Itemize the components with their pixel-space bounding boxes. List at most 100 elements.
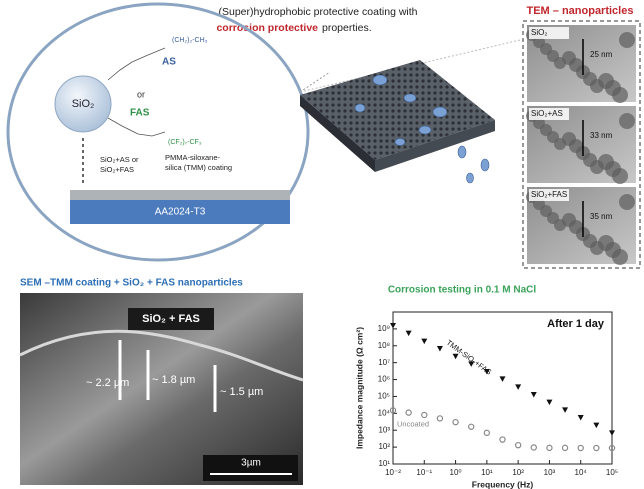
marker: [593, 422, 600, 429]
tem-label: SiO₂+FAS: [531, 190, 567, 199]
marker: [514, 441, 522, 449]
scale-label: 3µm: [241, 458, 261, 469]
x-tick-label: 10⁰: [450, 468, 462, 477]
x-tick-label: 10¹: [481, 468, 493, 477]
as-label: AS: [162, 57, 176, 68]
plate-side: [300, 95, 375, 172]
marker: [452, 353, 459, 360]
tem-size: 25 nm: [590, 50, 613, 59]
marker: [436, 415, 444, 422]
tem-label: SiO₂+AS: [531, 109, 563, 118]
marker: [421, 411, 428, 419]
tem-particle: [590, 160, 604, 174]
x-tick-label: 10⁴: [575, 468, 588, 477]
marker: [421, 338, 428, 345]
tem-label-bg: [529, 27, 569, 39]
x-tick-label: 10³: [544, 468, 556, 477]
tem-size: 33 nm: [590, 131, 613, 140]
mix-label: SiO₂+FAS: [100, 165, 134, 174]
marker: [546, 444, 553, 452]
particle-label: SiO₂: [72, 98, 95, 110]
or-label: or: [137, 89, 145, 99]
x-tick-label: 10⁵: [606, 468, 618, 477]
coat-label: PMMA-siloxane-: [165, 153, 221, 162]
marker: [608, 444, 616, 452]
fas-label: FAS: [130, 108, 150, 119]
tem-particle: [619, 32, 635, 48]
series-label: Uncoated: [397, 420, 429, 429]
tem-particle: [554, 138, 566, 150]
y-tick-label: 10⁷: [378, 358, 390, 367]
marker: [436, 345, 443, 352]
marker: [546, 399, 553, 406]
tem-particle: [554, 219, 566, 231]
marker: [593, 444, 600, 452]
tem-particle: [590, 79, 604, 93]
marker: [562, 407, 569, 413]
tem-particle: [612, 249, 628, 265]
tem-size: 35 nm: [590, 212, 613, 221]
marker: [561, 444, 569, 452]
y-tick-label: 10¹: [378, 459, 390, 468]
marker: [405, 409, 412, 416]
coat-label: silica (TMM) coating: [165, 163, 232, 172]
plot-frame: [392, 311, 613, 465]
tem-label: SiO₂: [531, 28, 547, 37]
header-highlight: corrosion protective: [216, 22, 318, 34]
thickness-label: ~ 1.8 µm: [152, 374, 195, 386]
frame-ellipse: [6, 2, 310, 262]
mix-label: SiO₂+AS or: [100, 155, 139, 164]
y-tick-label: 10⁵: [378, 392, 390, 401]
fas-chain: (CF₂)₇-CF₃: [168, 139, 202, 146]
sem-edge: [19, 329, 304, 382]
particle: [54, 75, 112, 133]
coating-layer: [70, 190, 290, 200]
scale-bg: [203, 455, 298, 481]
substrate: [70, 200, 290, 224]
marker: [609, 430, 615, 436]
tem-frame: [522, 20, 641, 269]
plate-side: [375, 120, 495, 172]
marker: [405, 330, 412, 337]
marker: [389, 407, 397, 414]
marker: [499, 376, 506, 382]
sem-tag-bg: [128, 308, 214, 330]
plate-top: [300, 60, 495, 160]
header-line1: (Super)hydrophobic protective coating wi…: [218, 6, 417, 18]
tem-particle: [619, 113, 635, 129]
tem-title: TEM – nanoparticles: [527, 5, 634, 17]
y-axis-label: Impedance magnitude (Ω cm²): [354, 327, 364, 449]
marker: [577, 444, 584, 452]
y-tick-label: 10⁸: [378, 341, 390, 350]
marker: [483, 429, 491, 437]
marker: [452, 418, 459, 426]
y-tick-label: 10³: [378, 425, 390, 434]
x-tick-label: 10²: [512, 468, 524, 477]
x-tick-label: 10⁻¹: [416, 468, 432, 477]
tem-particle: [554, 57, 566, 69]
marker: [530, 392, 537, 398]
tem-particle: [619, 194, 635, 210]
y-tick-label: 10⁴: [378, 408, 391, 417]
substrate-label: AA2024-T3: [155, 207, 206, 218]
series-label: TMM-SiO₂+FAS: [445, 338, 494, 377]
tem-particle: [612, 87, 628, 103]
y-tick-label: 10⁹: [378, 324, 390, 333]
tem-particle: [590, 241, 604, 255]
sem-title: SEM –TMM coating + SiO₂ + FAS nanopartic…: [20, 278, 243, 289]
marker: [390, 322, 396, 329]
thickness-label: ~ 2.2 µm: [86, 377, 129, 389]
marker: [515, 384, 522, 390]
tem-label-bg: [529, 108, 569, 120]
x-tick-label: 10⁻²: [385, 468, 401, 477]
sem-tag: SiO₂ + FAS: [142, 313, 200, 325]
tem-particle: [612, 168, 628, 184]
chains: [107, 47, 166, 137]
thickness-label: ~ 1.5 µm: [220, 386, 263, 398]
header-line2: properties.: [322, 22, 372, 34]
y-tick-label: 10⁶: [378, 375, 390, 384]
tem-label-bg: [529, 189, 569, 201]
as-chain: (CH₂)₂-CH₃: [172, 37, 208, 44]
marker: [530, 444, 537, 451]
